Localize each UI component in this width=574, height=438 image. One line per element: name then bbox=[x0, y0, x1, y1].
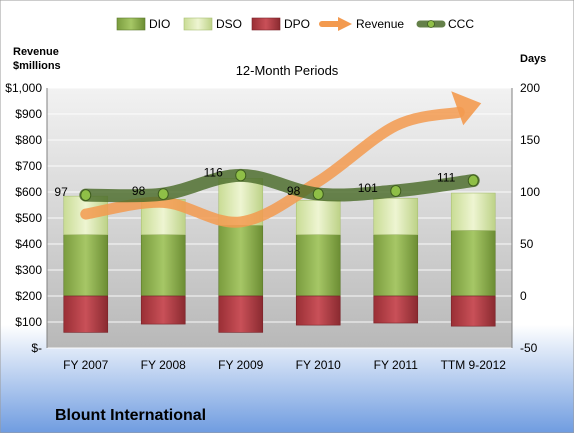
ccc-marker bbox=[467, 174, 479, 187]
bar-dso bbox=[373, 197, 419, 235]
legend-label-dpo: DPO bbox=[284, 17, 310, 31]
ccc-data-label: 98 bbox=[287, 184, 301, 198]
revenue-line bbox=[80, 106, 465, 228]
left-tick-label: $600 bbox=[15, 185, 42, 199]
bar-dso bbox=[295, 200, 341, 235]
chart-subtitle: 12-Month Periods bbox=[235, 63, 339, 78]
legend-swatch-dso bbox=[183, 17, 213, 31]
right-tick-label: 150 bbox=[520, 133, 540, 147]
axes: $- $100 $200 $300 $400 $500 $600 $700 $800 $900 $1… bbox=[5, 81, 540, 372]
bar-dpo bbox=[218, 295, 264, 333]
left-tick-label: $700 bbox=[15, 159, 42, 173]
left-tick-label: $800 bbox=[15, 133, 42, 147]
ccc-marker bbox=[157, 188, 169, 201]
revenue-arrowhead bbox=[451, 91, 482, 126]
right-tick-label: 200 bbox=[520, 81, 540, 95]
bar-dpo bbox=[450, 295, 496, 327]
bar-dio bbox=[450, 230, 496, 297]
right-tick-label: 100 bbox=[520, 185, 540, 199]
bar-dio bbox=[373, 234, 419, 297]
right-tick-label: 0 bbox=[520, 289, 527, 303]
left-tick-label: $400 bbox=[15, 237, 42, 251]
bar-dpo bbox=[373, 295, 419, 324]
ccc-data-label: 97 bbox=[54, 185, 68, 199]
right-axis-title: Days bbox=[520, 53, 547, 65]
ccc-series: 97 98 116 98 101 111 bbox=[54, 165, 480, 203]
company-name: Blount International bbox=[55, 407, 207, 424]
ccc-marker bbox=[312, 188, 324, 201]
ccc-data-label: 116 bbox=[204, 165, 223, 179]
legend-swatch-dpo bbox=[251, 17, 281, 31]
bar-dpo bbox=[63, 295, 109, 333]
category-label: FY 2007 bbox=[63, 358, 108, 372]
category-label: FY 2011 bbox=[374, 358, 419, 372]
legend-label-revenue: Revenue bbox=[356, 17, 404, 31]
legend-arrowhead-revenue bbox=[338, 17, 352, 31]
right-tick-label: 50 bbox=[520, 237, 534, 251]
category-label: FY 2009 bbox=[218, 358, 263, 372]
bar-dio bbox=[295, 234, 341, 297]
ccc-marker bbox=[235, 169, 247, 182]
legend: DIO DSO DPO Revenue CCC bbox=[116, 17, 474, 31]
ccc-marker bbox=[390, 184, 402, 197]
left-tick-label: $- bbox=[31, 341, 42, 355]
left-axis-title-line-1: Revenue bbox=[13, 46, 59, 58]
right-tick-label: -50 bbox=[520, 341, 538, 355]
category-label: FY 2010 bbox=[296, 358, 341, 372]
ccc-marker bbox=[80, 189, 92, 202]
legend-swatch-dio bbox=[116, 17, 146, 31]
left-axis-title: Revenue $millions bbox=[13, 45, 61, 73]
legend-label-dso: DSO bbox=[216, 17, 242, 31]
bar-dio bbox=[218, 224, 264, 297]
left-tick-label: $100 bbox=[15, 315, 42, 329]
bar-dio bbox=[63, 234, 109, 297]
left-tick-label: $500 bbox=[15, 211, 42, 225]
left-tick-label: $900 bbox=[15, 107, 42, 121]
left-tick-label: $300 bbox=[15, 263, 42, 277]
category-label: FY 2008 bbox=[141, 358, 186, 372]
bar-dso bbox=[450, 192, 496, 231]
ccc-data-label: 101 bbox=[358, 181, 378, 195]
legend-marker-ccc bbox=[427, 20, 435, 28]
bar-dio bbox=[140, 234, 186, 297]
category-label: TTM 9-2012 bbox=[441, 358, 507, 372]
left-axis-title-line-2: $millions bbox=[13, 60, 61, 72]
ccc-data-label: 111 bbox=[437, 171, 456, 185]
revenue-series bbox=[80, 91, 482, 228]
left-tick-label: $200 bbox=[15, 289, 42, 303]
bar-dpo bbox=[295, 295, 341, 326]
legend-label-ccc: CCC bbox=[448, 17, 474, 31]
legend-label-dio: DIO bbox=[149, 17, 170, 31]
bar-dpo bbox=[140, 295, 186, 325]
ccc-data-label: 98 bbox=[132, 184, 146, 198]
left-tick-label: $1,000 bbox=[5, 81, 42, 95]
